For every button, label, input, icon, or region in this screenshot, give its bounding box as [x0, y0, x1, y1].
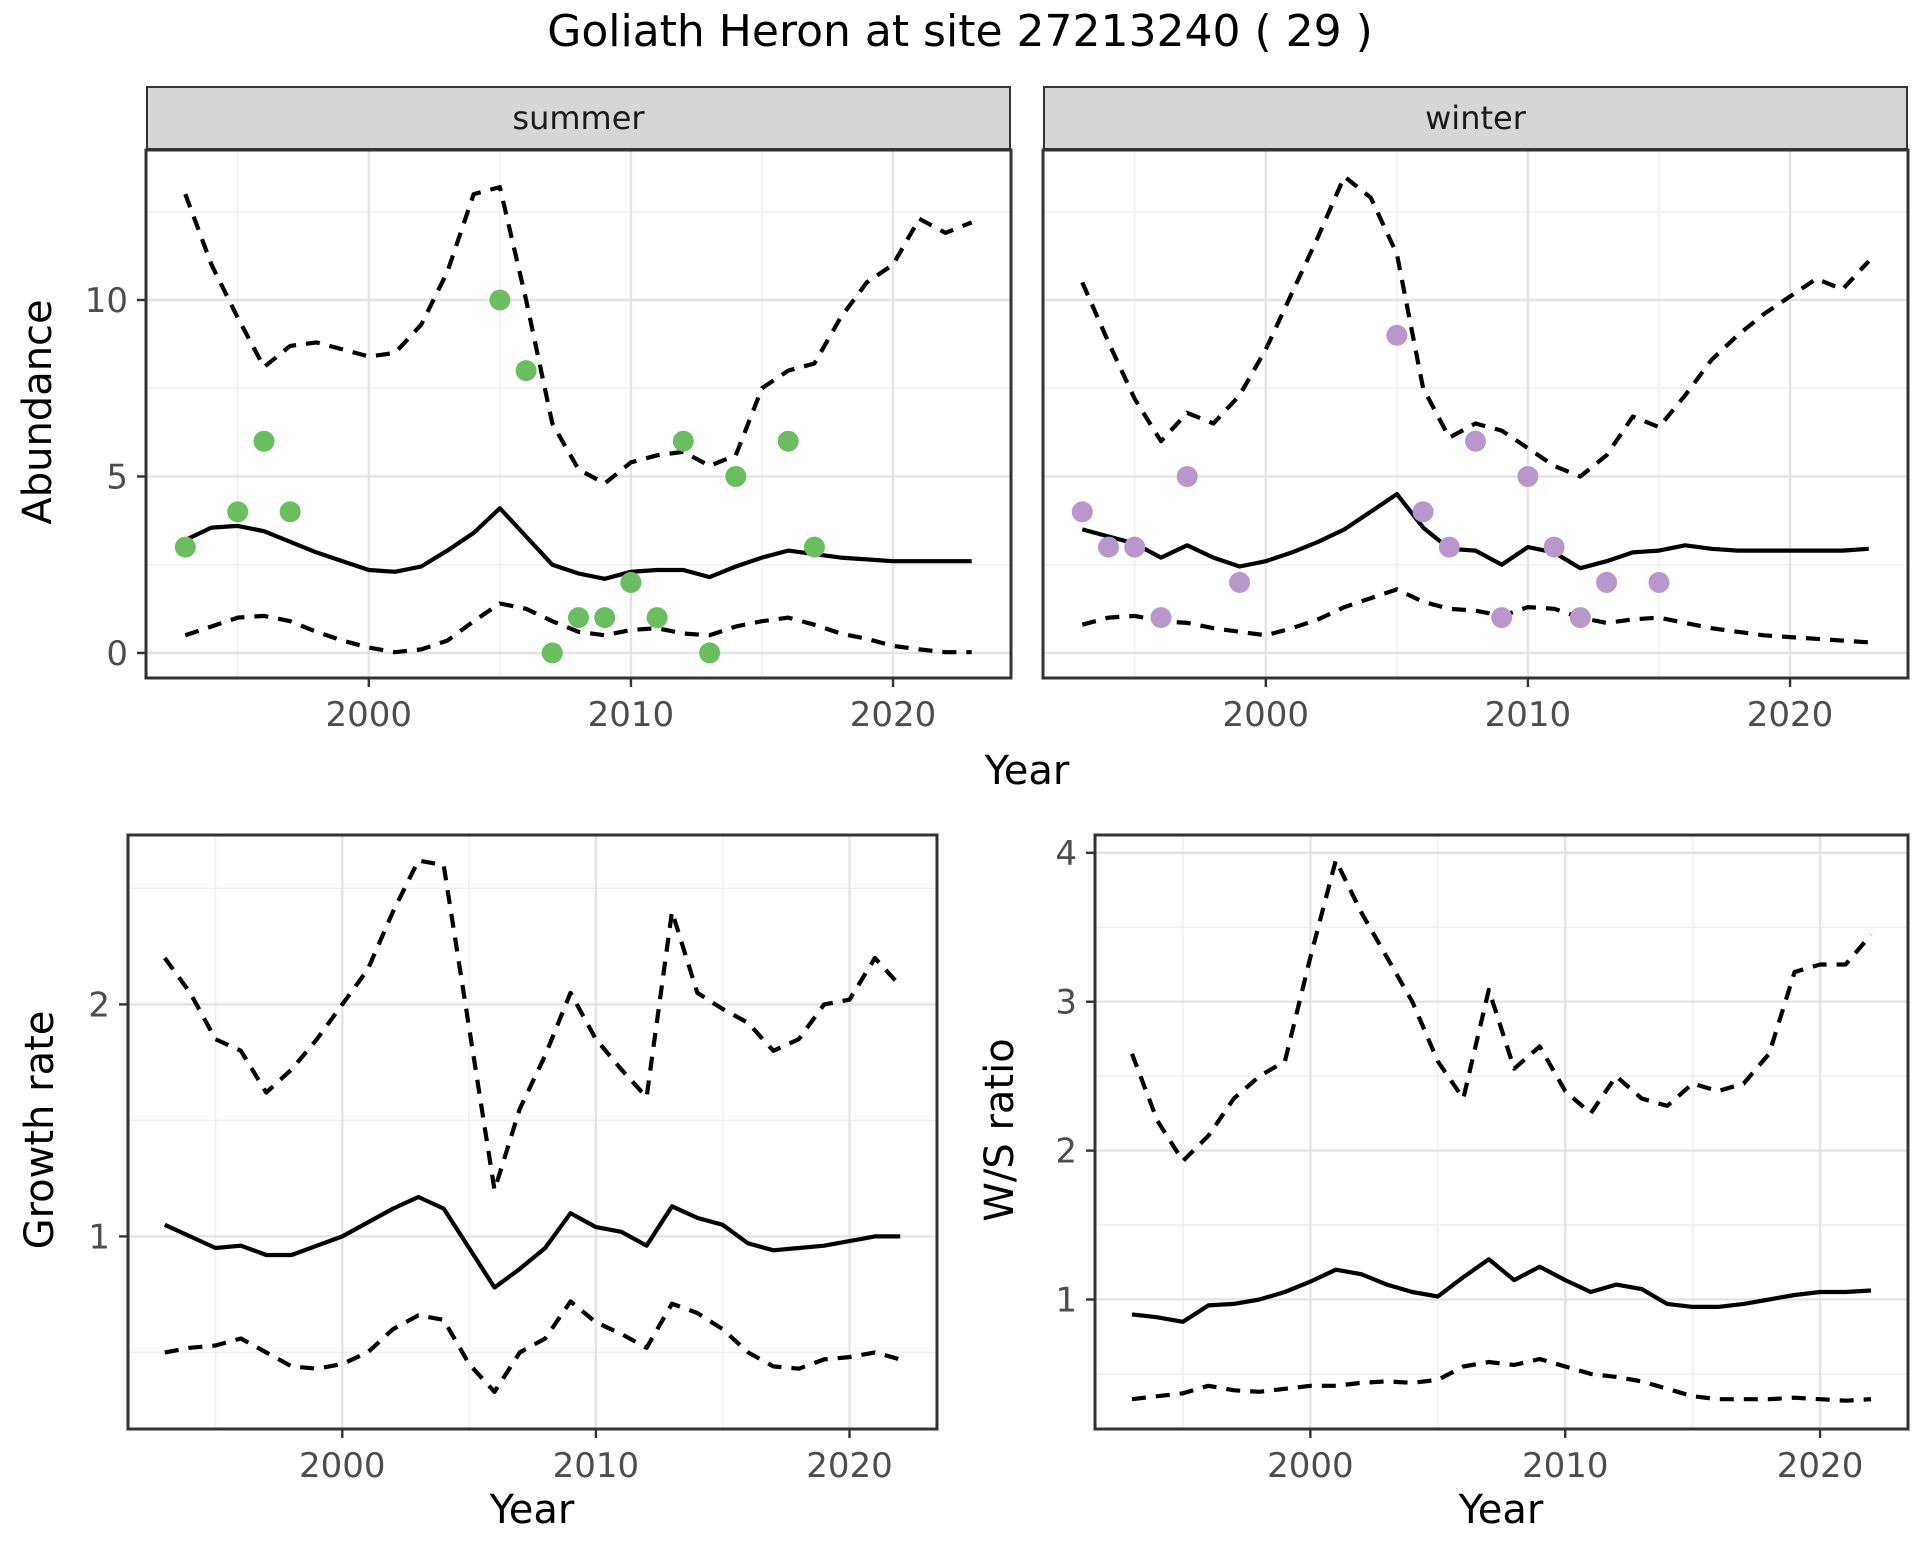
- observation-point: [1517, 466, 1539, 487]
- observation-point: [672, 430, 694, 452]
- x-tick-label: 2000: [1267, 1446, 1354, 1486]
- observation-point: [515, 360, 537, 382]
- upper-ci-line: [1080, 174, 1871, 479]
- x-tick-label: 2010: [553, 1446, 640, 1486]
- observation-point: [594, 607, 616, 629]
- observation-point: [725, 466, 747, 487]
- x-tick-label: 2020: [850, 695, 937, 735]
- x-tick-label: 2010: [1485, 695, 1572, 735]
- x-tick-label: 2000: [326, 695, 413, 735]
- observation-point: [568, 607, 589, 629]
- x-axis-title-year-growth: Year: [489, 1487, 575, 1533]
- mean-line: [1131, 1257, 1872, 1324]
- x-axis-title-year-ws: Year: [1458, 1487, 1544, 1533]
- x-tick-label: 2010: [1522, 1446, 1609, 1486]
- y-tick-label: 4: [1055, 834, 1077, 874]
- observation-point: [1176, 466, 1198, 487]
- panel-ws_ratio: 2000 2010 2020 1 2 3 4: [1055, 833, 1910, 1486]
- observation-point: [1386, 324, 1408, 346]
- mean-line: [1081, 492, 1869, 571]
- observation-point: [1124, 536, 1146, 558]
- observation-point: [489, 289, 511, 311]
- panel-abundance_summer: 2000 2010 2020 0 5 10: [85, 148, 1013, 735]
- y-tick-label: 0: [106, 634, 128, 674]
- observation-point: [253, 430, 275, 452]
- mean-line: [163, 1194, 901, 1290]
- x-tick-label: 2020: [806, 1446, 893, 1486]
- observation-point: [1543, 536, 1565, 558]
- facet-strip-summer-label: summer: [512, 99, 645, 137]
- y-tick-label: 5: [106, 457, 128, 497]
- observation-point: [646, 607, 668, 629]
- observation-point: [1465, 430, 1486, 452]
- observation-point: [699, 642, 721, 664]
- facet-strip-winter-label: winter: [1425, 99, 1526, 137]
- x-tick-label: 2010: [588, 695, 675, 735]
- observation-point: [1150, 607, 1172, 629]
- panel-border: [144, 148, 1013, 680]
- y-tick-label: 2: [88, 985, 110, 1025]
- observation-point: [1412, 501, 1434, 523]
- observation-point: [1491, 607, 1513, 629]
- panel-border: [126, 833, 939, 1431]
- observation-point: [1569, 607, 1591, 629]
- observation-point: [1596, 571, 1618, 593]
- observation-point: [1071, 501, 1093, 523]
- lower-ci-line: [184, 601, 972, 655]
- lower-ci-line: [1081, 587, 1869, 645]
- observation-point: [1098, 536, 1119, 558]
- lower-ci-line: [164, 1299, 901, 1395]
- facet-strip-summer: summer: [146, 86, 1011, 150]
- y-tick-label: 10: [85, 281, 128, 321]
- x-tick-label: 2020: [1777, 1446, 1864, 1486]
- y-tick-label: 1: [88, 1217, 110, 1257]
- panel-abundance_winter: 2000 2010 2020: [1041, 148, 1910, 735]
- y-tick-label: 3: [1055, 983, 1077, 1023]
- upper-ci-line: [163, 858, 902, 1193]
- observation-point: [174, 536, 196, 558]
- x-tick-label: 2020: [1747, 695, 1834, 735]
- observation-point: [1229, 571, 1251, 593]
- observation-point: [279, 501, 301, 523]
- x-axis-title-year-top: Year: [984, 748, 1070, 794]
- upper-ci-line: [183, 185, 973, 486]
- page-title: Goliath Heron at site 27213240 ( 29 ): [547, 6, 1373, 57]
- upper-ci-line: [1130, 858, 1873, 1164]
- lower-ci-line: [1131, 1356, 1872, 1403]
- observation-point: [620, 571, 642, 593]
- y-tick-label: 1: [1055, 1280, 1077, 1320]
- observation-point: [1648, 571, 1670, 593]
- y-tick-label: 2: [1055, 1132, 1077, 1172]
- panel-border: [1093, 833, 1910, 1431]
- observation-point: [227, 501, 249, 523]
- observation-point: [777, 430, 799, 452]
- mean-line: [184, 506, 972, 581]
- panel-growth_rate: 2000 2010 2020 1 2: [88, 833, 939, 1486]
- x-tick-label: 2000: [1223, 695, 1310, 735]
- facet-strip-winter: winter: [1043, 86, 1908, 150]
- panel-border: [1041, 148, 1910, 680]
- x-tick-label: 2000: [299, 1446, 386, 1486]
- observation-point: [541, 642, 563, 664]
- observation-point: [803, 536, 825, 558]
- observation-point: [1438, 536, 1460, 558]
